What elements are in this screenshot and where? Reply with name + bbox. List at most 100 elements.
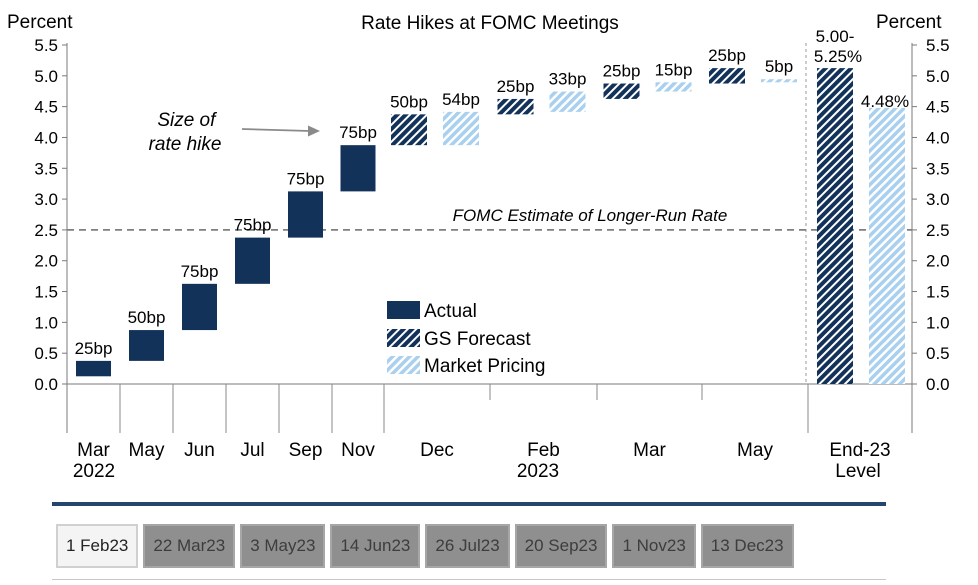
y-tick-label-right: 5.0: [926, 67, 950, 86]
chart-title: Rate Hikes at FOMC Meetings: [361, 13, 619, 34]
bar-actual: [288, 191, 323, 238]
legend-swatch: [387, 329, 420, 347]
y-tick-label-left: 2.5: [34, 221, 58, 240]
x-tick-label: Jul: [240, 440, 264, 461]
legend-swatch: [387, 356, 420, 374]
annotation-text: Size of rate hike: [149, 110, 222, 155]
x-tick-label: Mar: [633, 440, 666, 461]
x-tick-label: Dec: [420, 440, 454, 461]
bar-market-pricing: [443, 111, 479, 146]
bar-label: 25bp: [497, 77, 535, 96]
annotation-line-1: Size of: [157, 110, 217, 131]
sheet-tab-13-dec23[interactable]: 13 Dec23: [700, 524, 794, 568]
annotation: Size of rate hike: [149, 110, 320, 155]
bar-label: 75bp: [181, 262, 219, 281]
bar-label: 25bp: [75, 339, 113, 358]
annotation-arrowhead: [308, 125, 320, 137]
x-tick-label: Nov: [341, 440, 375, 461]
bar-market-pricing: [549, 91, 586, 112]
sheet-tab-26-jul23[interactable]: 26 Jul23: [425, 524, 510, 568]
y-tick-label-right: 2.5: [926, 221, 950, 240]
sheet-tab-22-mar23[interactable]: 22 Mar23: [143, 524, 236, 568]
bar-label: 50bp: [390, 92, 428, 111]
y-tick-label-right: 3.5: [926, 159, 950, 178]
y-tick-label-left: 2.0: [34, 252, 58, 271]
legend: Actual GS Forecast Market Pricing: [387, 301, 545, 377]
bar-actual: [129, 330, 164, 361]
y-tick-label-left: 0.5: [34, 344, 58, 363]
bar-gs-forecast: [709, 68, 745, 84]
y-tick-label-left: 3.0: [34, 190, 58, 209]
bar-label: 5bp: [765, 57, 793, 76]
y-tick-label-right: 2.0: [926, 252, 950, 271]
y-tick-label-right: 0.0: [926, 375, 950, 394]
sheet-tab-row: 1 Feb23 22 Mar23 3 May23 14 Jun23 26 Jul23 20…: [56, 524, 794, 568]
reference-line-label: FOMC Estimate of Longer-Run Rate: [453, 206, 728, 225]
y-tick-label-left: 3.5: [34, 159, 58, 178]
y-tick-label-right: 1.5: [926, 283, 950, 302]
x-tick-label: End-23: [829, 440, 890, 461]
y-tick-label-left: 1.0: [34, 313, 58, 332]
axes: 0.0 0.0 0.5 0.5 1.0 1.0 1.5 1.5 2.0 2.0 2.5 2.5 3.0 3…: [34, 36, 949, 482]
y-tick-label-left: 4.0: [34, 128, 58, 147]
legend-swatch: [387, 301, 420, 319]
bar-market-pricing: [869, 107, 905, 385]
y-tick-label-right: 5.5: [926, 36, 950, 55]
bar-label: 4.48%: [861, 92, 909, 111]
x-tick-sublabel: 2023: [517, 461, 559, 482]
y-tick-label-right: 4.0: [926, 128, 950, 147]
bar-market-pricing: [761, 79, 797, 83]
legend-label: Market Pricing: [424, 356, 545, 377]
bar-label: 75bp: [287, 169, 325, 188]
bar-label: 33bp: [549, 70, 587, 89]
legend-label: GS Forecast: [424, 329, 531, 350]
y-tick-label-left: 5.0: [34, 67, 58, 86]
y-tick-label-left: 4.5: [34, 98, 58, 117]
y-tick-label-right: 4.5: [926, 98, 950, 117]
bar-label: 54bp: [442, 90, 480, 109]
bar-label: 75bp: [339, 123, 377, 142]
bar-actual: [182, 283, 217, 331]
y-tick-label-right: 0.5: [926, 344, 950, 363]
fomc-rate-hike-chart: Rate Hikes at FOMC Meetings Percent Perc…: [7, 12, 950, 482]
bar-label: 5.00-: [816, 27, 855, 46]
bar-gs-forecast: [817, 68, 853, 384]
y-tick-label-left: 0.0: [34, 375, 58, 394]
x-tick-label: May: [129, 440, 165, 461]
x-tick-sublabel: 2022: [73, 461, 115, 482]
bar-label: 5.25%: [814, 47, 862, 66]
bar-label: 25bp: [603, 62, 641, 81]
x-tick-label: Feb: [527, 440, 560, 461]
bar-label: 15bp: [655, 60, 693, 79]
sheet-tab-1-nov23[interactable]: 1 Nov23: [612, 524, 696, 568]
sheet-tab-3-may23[interactable]: 3 May23: [240, 524, 326, 568]
bar-gs-forecast: [391, 114, 427, 146]
bar-labels: 25bp 50bp 75bp 75bp 75bp 75bp 50bp 54bp 25bp 33bp…: [75, 27, 910, 358]
bar-actual: [76, 360, 111, 377]
tab-bar-divider: [52, 579, 886, 580]
x-tick-label: Jun: [184, 440, 215, 461]
y-tick-label-left: 5.5: [34, 36, 58, 55]
bar-label: 50bp: [128, 308, 166, 327]
legend-label: Actual: [424, 301, 477, 322]
sheet-tab-bar: 1 Feb23 22 Mar23 3 May23 14 Jun23 26 Jul23 20…: [52, 502, 886, 582]
x-tick-label: Mar: [77, 440, 110, 461]
x-tick-label: Sep: [289, 440, 323, 461]
x-tick-label: May: [737, 440, 773, 461]
bar-gs-forecast: [497, 98, 534, 115]
bar-actual: [340, 145, 376, 192]
sheet-tab-1-feb23[interactable]: 1 Feb23: [56, 524, 139, 568]
sheet-tab-14-jun23[interactable]: 14 Jun23: [330, 524, 421, 568]
bar-gs-forecast: [603, 83, 640, 99]
annotation-arrow: [241, 128, 311, 132]
y-tick-label-right: 1.0: [926, 313, 950, 332]
y-axis-label-right: Percent: [876, 12, 942, 33]
y-tick-label-left: 1.5: [34, 283, 58, 302]
x-tick-sublabel: Level: [835, 461, 880, 482]
bar-market-pricing: [655, 82, 692, 92]
bar-actual: [235, 237, 270, 284]
sheet-tab-20-sep23[interactable]: 20 Sep23: [514, 524, 608, 568]
bar-label: 75bp: [234, 216, 272, 235]
bar-label: 25bp: [708, 46, 746, 65]
y-axis-label-left: Percent: [7, 12, 73, 33]
